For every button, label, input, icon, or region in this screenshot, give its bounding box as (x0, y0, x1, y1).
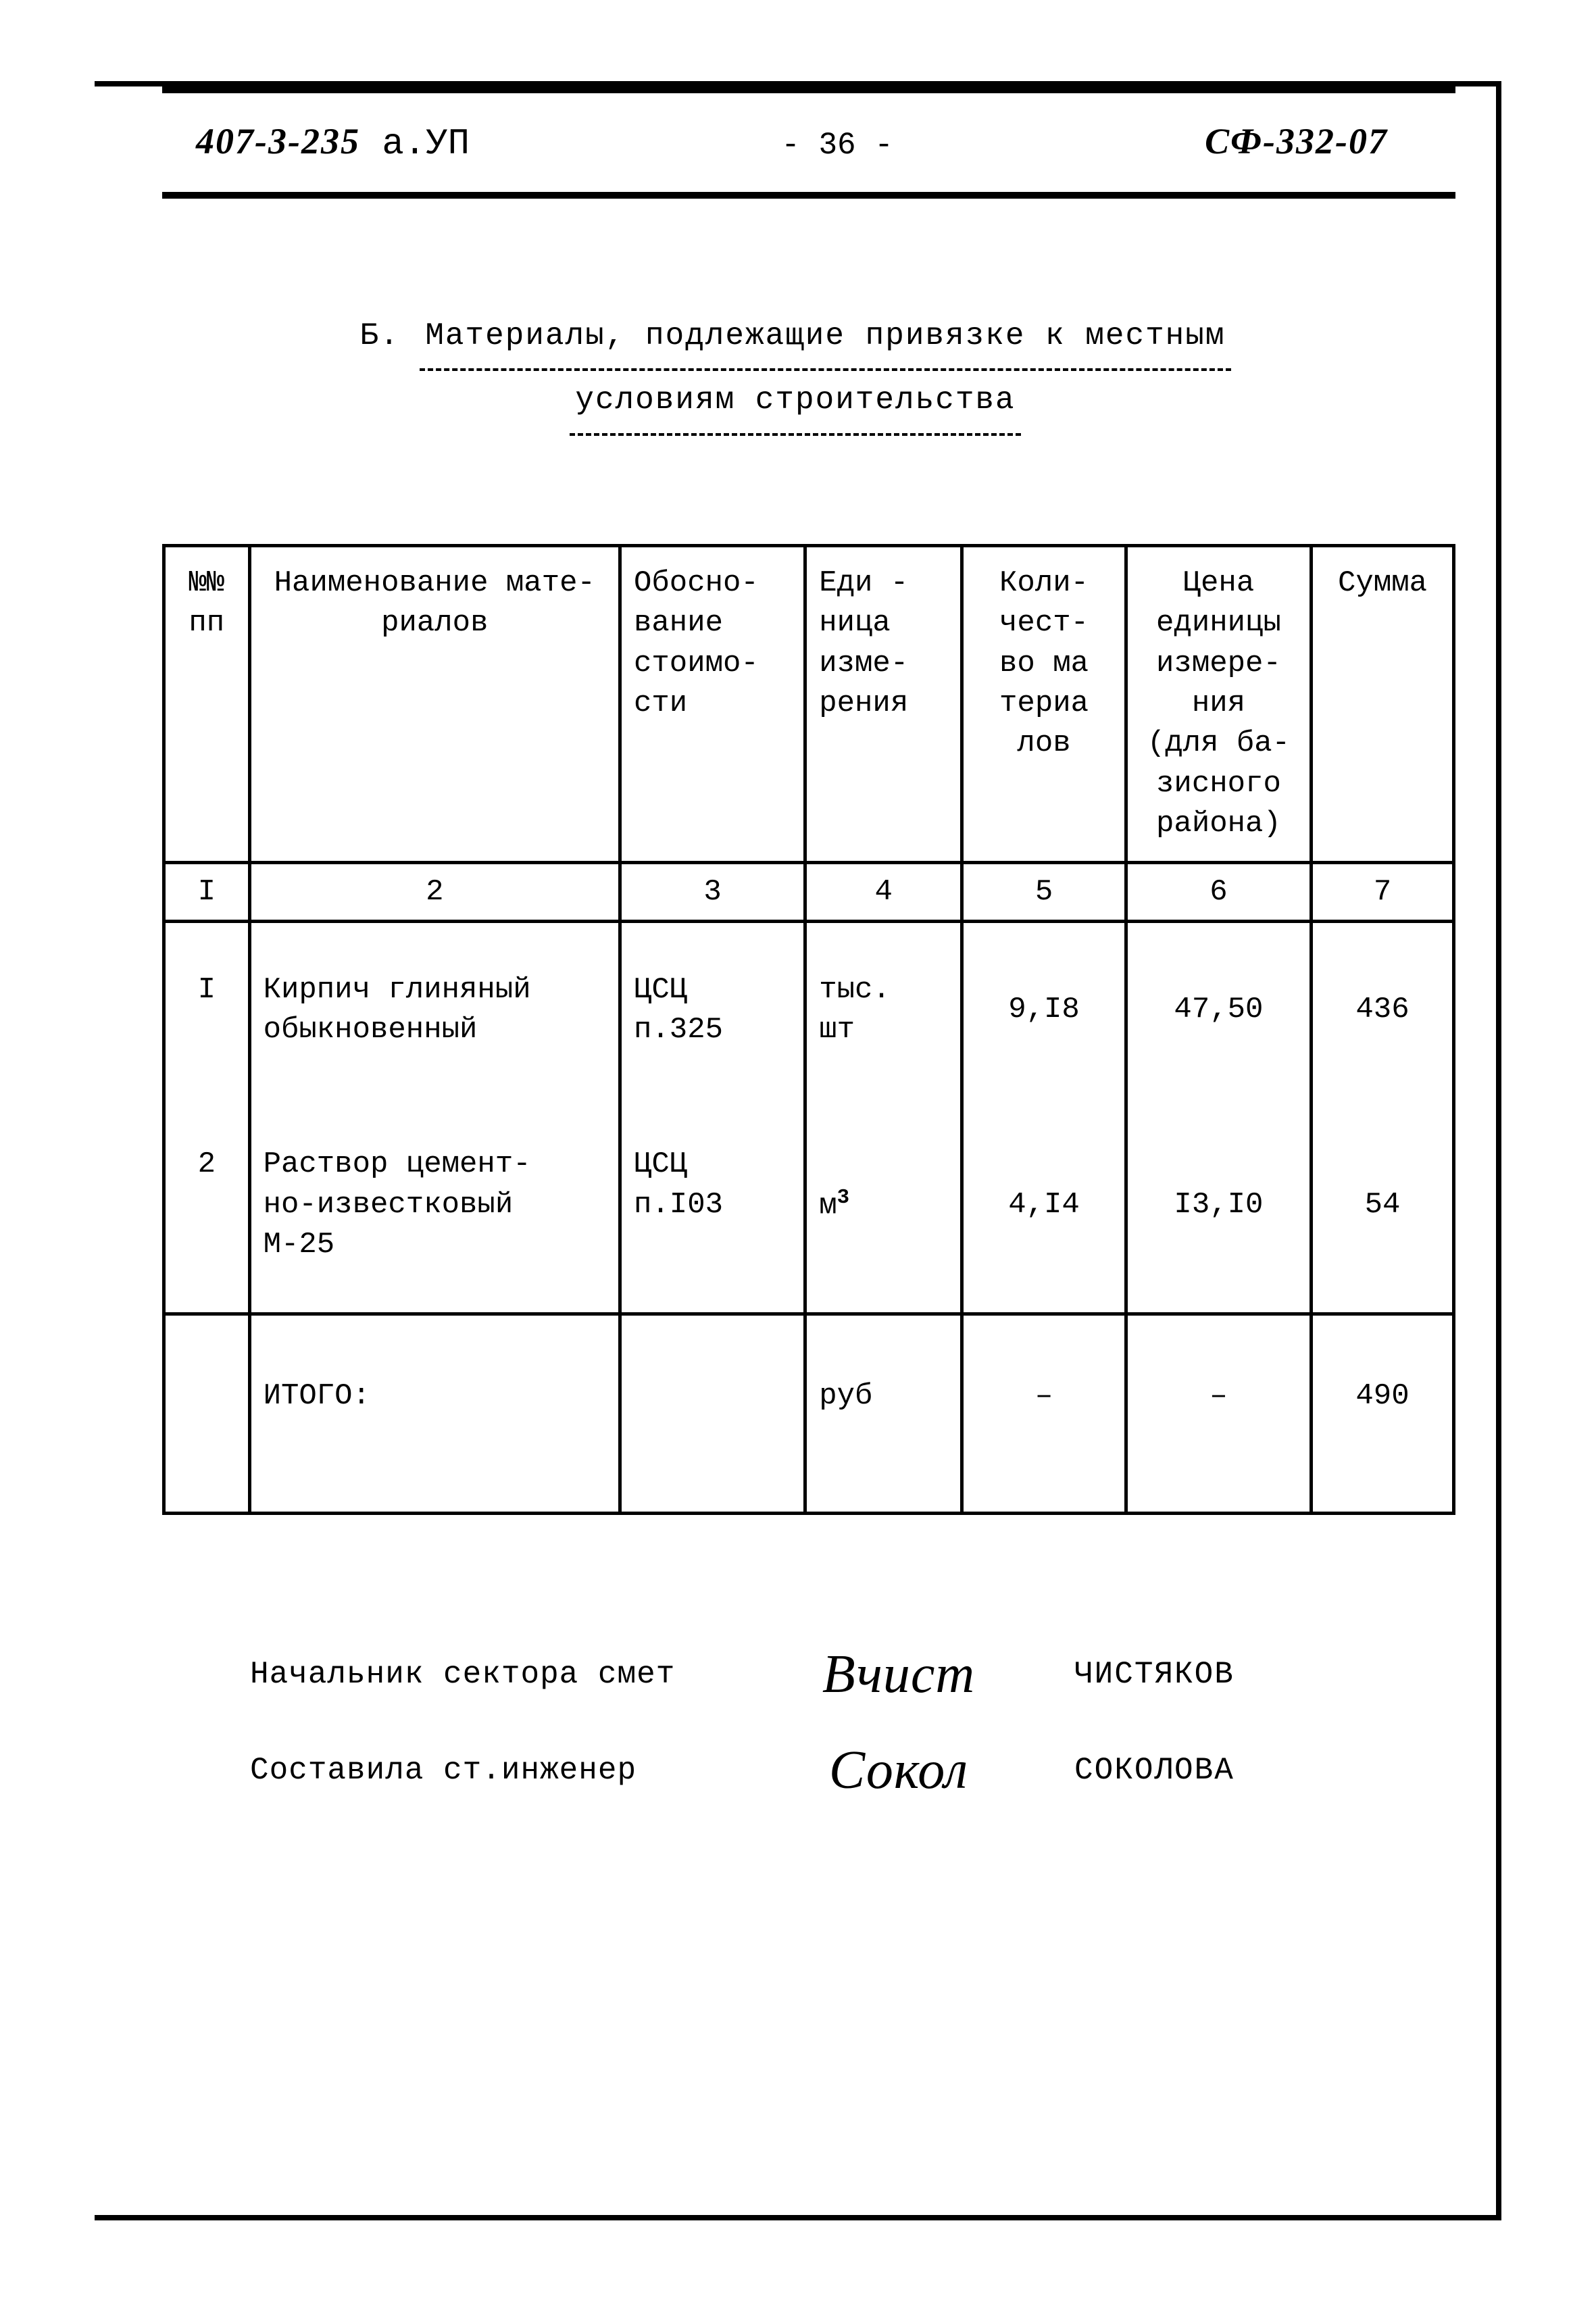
col-num-3: 3 (620, 862, 805, 921)
sig-label-2: Составила ст.инженер (250, 1753, 723, 1788)
col-header-num: №№ пп (164, 545, 250, 862)
col-header-sum: Сумма (1312, 545, 1454, 862)
total-sum: 490 (1312, 1314, 1454, 1513)
sig-name-2: СОКОЛОВА (1074, 1753, 1388, 1788)
row1-sum: 436 (1312, 921, 1454, 1097)
top-rule (162, 86, 1455, 93)
table-row: 2 Раствор цемент- но-известковый М-25 ЦС… (164, 1097, 1454, 1314)
section-prefix: Б. (359, 318, 399, 353)
section-title: Б. Материалы, подлежащие привязке к мест… (230, 307, 1361, 436)
col-num-6: 6 (1126, 862, 1311, 921)
table-header-row: №№ пп Наименование мате- риалов Обосно- … (164, 545, 1454, 862)
total-unit: руб (805, 1314, 962, 1513)
doc-code-left: 407-3-235 (196, 121, 360, 161)
col-num-4: 4 (805, 862, 962, 921)
row2-basis: ЦСЦ п.I03 (620, 1097, 805, 1314)
row1-name: Кирпич глиняный обыкновенный (249, 921, 620, 1097)
col-header-name: Наименование мате- риалов (249, 545, 620, 862)
total-qty: – (962, 1314, 1126, 1513)
total-price: – (1126, 1314, 1311, 1513)
row1-unit: тыс. шт (805, 921, 962, 1097)
total-num (164, 1314, 250, 1513)
sig-name-1: ЧИСТЯКОВ (1074, 1657, 1388, 1692)
row1-price: 47,50 (1126, 921, 1311, 1097)
row2-unit: м3 (805, 1097, 962, 1314)
table-row: I Кирпич глиняный обыкновенный ЦСЦ п.325… (164, 921, 1454, 1097)
page-number: - 36 - (781, 128, 893, 163)
row1-qty: 9,I8 (962, 921, 1126, 1097)
col-num-2: 2 (249, 862, 620, 921)
row2-price: I3,I0 (1126, 1097, 1311, 1314)
col-num-5: 5 (962, 862, 1126, 921)
header-left: 407-3-235 а.УП (196, 120, 470, 165)
row1-num: I (164, 921, 250, 1097)
row1-basis: ЦСЦ п.325 (620, 921, 805, 1097)
doc-code-suffix: а.УП (382, 124, 470, 165)
sig-label-1: Начальник сектора смет (250, 1657, 723, 1692)
row2-sum: 54 (1312, 1097, 1454, 1314)
col-header-qty: Коли- чест- во ма териа лов (962, 545, 1126, 862)
column-number-row: I 2 3 4 5 6 7 (164, 862, 1454, 921)
doc-code-right: СФ-332-07 (1205, 120, 1388, 162)
signature-script-1: Вчист (723, 1650, 1074, 1699)
total-basis (620, 1314, 805, 1513)
materials-table: №№ пп Наименование мате- риалов Обосно- … (162, 544, 1455, 1515)
total-row: ИТОГО: руб – – 490 (164, 1314, 1454, 1513)
signatures-block: Начальник сектора смет Вчист ЧИСТЯКОВ Со… (250, 1650, 1388, 1795)
col-num-1: I (164, 862, 250, 921)
signature-script-2: Сокол (723, 1746, 1074, 1795)
col-header-basis: Обосно- вание стоимо- сти (620, 545, 805, 862)
col-header-price: Цена единицы измере- ния (для ба- зисног… (1126, 545, 1311, 862)
total-label: ИТОГО: (249, 1314, 620, 1513)
row2-qty: 4,I4 (962, 1097, 1126, 1314)
col-num-7: 7 (1312, 862, 1454, 921)
document-header: 407-3-235 а.УП - 36 - СФ-332-07 (95, 93, 1496, 192)
section-title-line2: условиям строительства (570, 371, 1020, 435)
section-title-line1: Материалы, подлежащие привязке к местным (420, 307, 1230, 371)
header-underline (162, 192, 1455, 199)
col-header-unit: Еди - ница изме- рения (805, 545, 962, 862)
row2-num: 2 (164, 1097, 250, 1314)
page-frame: 407-3-235 а.УП - 36 - СФ-332-07 Б. Матер… (95, 81, 1501, 2220)
row2-name: Раствор цемент- но-известковый М-25 (249, 1097, 620, 1314)
